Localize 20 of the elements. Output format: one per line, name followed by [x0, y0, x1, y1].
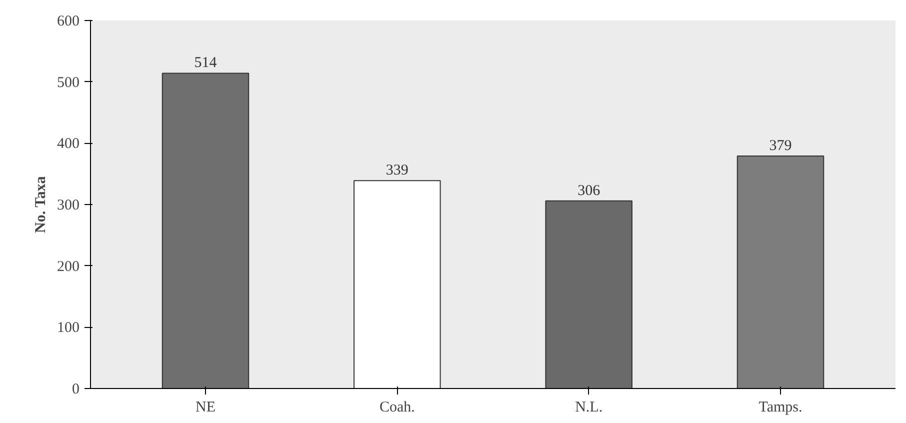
y-tick-label: 300 — [57, 198, 80, 214]
y-tick-label: 500 — [57, 74, 80, 91]
y-tick-label: 400 — [57, 136, 80, 152]
x-tick-label: Tamps. — [758, 400, 802, 416]
bar — [354, 180, 441, 388]
bar — [162, 72, 250, 388]
y-tick-label: 0 — [72, 382, 80, 398]
y-axis-title: No. Taxa — [33, 176, 49, 233]
data-label: 514 — [194, 55, 218, 72]
data-label: 339 — [386, 162, 408, 179]
y-tick-label: 600 — [57, 14, 80, 30]
data-label: 379 — [769, 138, 792, 154]
x-tick-label: N.L. — [575, 400, 603, 416]
x-tick-label: NE — [196, 400, 216, 416]
bar — [736, 156, 824, 388]
bar — [545, 200, 632, 388]
x-tick-label: Coah. — [379, 400, 415, 416]
y-tick-label: 100 — [57, 320, 80, 336]
data-label: 306 — [578, 182, 601, 199]
y-tick-label: 200 — [57, 258, 80, 275]
